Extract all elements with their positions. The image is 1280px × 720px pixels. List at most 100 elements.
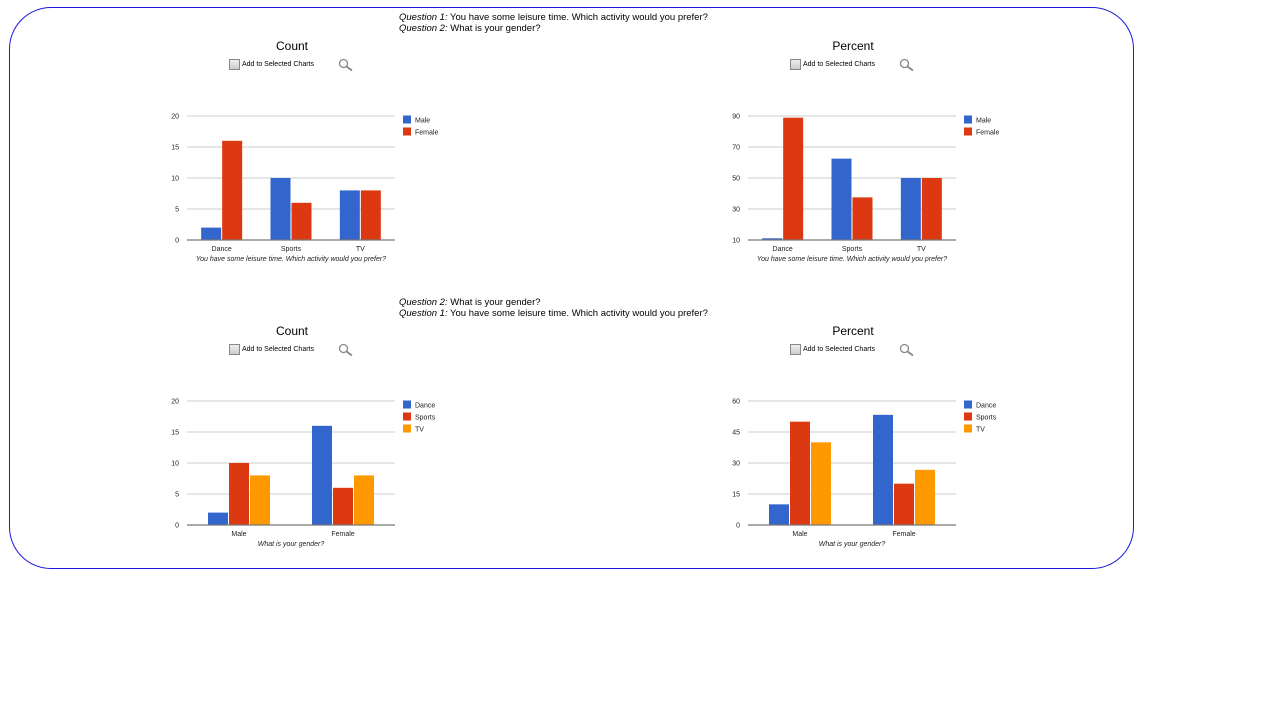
bar-chart: 0 5 10 15 20 Dance Sports TV You have some leisu…	[171, 114, 438, 264]
x-tick-label: Dance	[773, 246, 793, 253]
y-tick-label: 70	[732, 145, 740, 152]
y-tick-label: 5	[175, 207, 179, 214]
legend-swatch	[964, 424, 972, 433]
bar-female-sports[interactable]	[291, 202, 312, 240]
x-tick-label: Female	[892, 531, 915, 538]
bar-tv-male[interactable]	[811, 442, 831, 525]
legend-label: Male	[415, 118, 430, 125]
bar-chart: 0 5 10 15 20 Male Female What is your gender? Da…	[171, 399, 436, 549]
x-tick-label: Female	[331, 531, 354, 538]
y-tick-label: 5	[175, 492, 179, 499]
chart-title: Count	[275, 324, 309, 338]
magnifier-icon[interactable]	[899, 58, 915, 72]
add-to-selected-checkbox[interactable]	[229, 59, 240, 70]
bar-tv-female[interactable]	[354, 475, 374, 525]
x-tick-label: Male	[231, 531, 246, 538]
bar-sports-female[interactable]	[894, 483, 914, 525]
add-to-selected-charts[interactable]: Add to Selected Charts	[790, 344, 875, 355]
question-text: What is your gender?	[447, 23, 541, 34]
y-tick-label: 60	[732, 399, 740, 406]
legend-label: Female	[976, 130, 999, 137]
legend-label: Male	[976, 118, 991, 125]
legend-label: Sports	[415, 415, 436, 422]
add-to-selected-checkbox[interactable]	[229, 344, 240, 355]
legend-swatch	[964, 400, 972, 409]
bar-male-sports[interactable]	[270, 178, 291, 240]
y-tick-label: 10	[171, 176, 179, 183]
legend-item-tv[interactable]: TV	[403, 424, 424, 434]
x-tick-label: Sports	[281, 246, 302, 253]
bar-dance-female[interactable]	[312, 425, 332, 525]
bar-male-dance[interactable]	[201, 227, 222, 240]
legend-label: Sports	[976, 415, 997, 422]
y-tick-label: 10	[171, 461, 179, 468]
legend-item-male[interactable]: Male	[964, 115, 991, 125]
add-to-selected-charts[interactable]: Add to Selected Charts	[229, 59, 314, 70]
legend-item-dance[interactable]: Dance	[403, 400, 435, 410]
x-axis-title: You have some leisure time. Which activi…	[195, 256, 387, 263]
bar-male-tv[interactable]	[339, 190, 360, 240]
y-tick-label: 15	[732, 492, 740, 499]
legend-swatch	[403, 400, 411, 409]
bar-sports-female[interactable]	[333, 487, 353, 525]
bar-male-dance[interactable]	[762, 238, 783, 240]
y-tick-label: 15	[171, 430, 179, 437]
question-label: Question 2:	[399, 23, 448, 34]
bar-female-sports[interactable]	[852, 197, 873, 240]
legend-swatch	[964, 127, 972, 136]
x-axis-title: You have some leisure time. Which activi…	[756, 256, 948, 263]
y-tick-label: 0	[736, 523, 740, 530]
legend-item-sports[interactable]: Sports	[964, 412, 997, 422]
bar-female-tv[interactable]	[921, 178, 942, 240]
question-text: What is your gender?	[447, 297, 541, 308]
question-header-1: Question 1: You have some leisure time. …	[399, 12, 708, 34]
bar-female-dance[interactable]	[783, 117, 804, 240]
chart-panel-percent-2: Percent Add to Selected Charts 0 15 30 45 60 Ma…	[721, 321, 1021, 571]
bar-female-dance[interactable]	[222, 140, 243, 240]
add-to-selected-label: Add to Selected Charts	[803, 346, 875, 353]
legend-item-dance[interactable]: Dance	[964, 400, 996, 410]
x-axis-title: What is your gender?	[818, 541, 886, 548]
legend-item-sports[interactable]: Sports	[403, 412, 436, 422]
legend-label: Dance	[976, 403, 996, 410]
legend-item-tv[interactable]: TV	[964, 424, 985, 434]
bar-dance-male[interactable]	[208, 512, 228, 525]
magnifier-icon[interactable]	[338, 343, 354, 357]
legend-label: TV	[976, 427, 985, 434]
legend-swatch	[403, 127, 411, 136]
y-tick-label: 45	[732, 430, 740, 437]
magnifier-icon[interactable]	[899, 343, 915, 357]
bar-chart: 10 30 50 70 90 Dance Sports TV You have some lei…	[732, 114, 999, 264]
question-label: Question 2:	[399, 297, 448, 308]
y-tick-label: 0	[175, 523, 179, 530]
y-tick-label: 30	[732, 207, 740, 214]
legend-label: TV	[415, 427, 424, 434]
legend-item-female[interactable]: Female	[964, 127, 999, 137]
results-frame	[9, 7, 1134, 569]
x-axis-title: What is your gender?	[257, 541, 325, 548]
bar-dance-male[interactable]	[769, 504, 789, 525]
add-to-selected-checkbox[interactable]	[790, 344, 801, 355]
chart-title: Count	[275, 39, 309, 53]
y-tick-label: 0	[175, 238, 179, 245]
legend-item-female[interactable]: Female	[403, 127, 438, 137]
bar-male-tv[interactable]	[900, 178, 921, 240]
add-to-selected-charts[interactable]: Add to Selected Charts	[229, 344, 314, 355]
legend-item-male[interactable]: Male	[403, 115, 430, 125]
bar-male-sports[interactable]	[831, 158, 852, 240]
bar-sports-male[interactable]	[229, 463, 249, 525]
add-to-selected-charts[interactable]: Add to Selected Charts	[790, 59, 875, 70]
question-label: Question 1:	[399, 12, 448, 23]
y-tick-label: 10	[732, 238, 740, 245]
bar-dance-female[interactable]	[873, 414, 893, 525]
question-header-2: Question 2: What is your gender? Questio…	[399, 297, 708, 319]
bar-tv-male[interactable]	[250, 475, 270, 525]
bar-female-tv[interactable]	[360, 190, 381, 240]
chart-panel-count-1: Count Add to Selected Charts 0 5 10 15 20 Dance…	[160, 36, 460, 286]
magnifier-icon[interactable]	[338, 58, 354, 72]
add-to-selected-checkbox[interactable]	[790, 59, 801, 70]
add-to-selected-label: Add to Selected Charts	[242, 61, 314, 68]
bar-sports-male[interactable]	[790, 421, 810, 525]
bar-tv-female[interactable]	[915, 469, 935, 525]
bar-chart: 0 15 30 45 60 Male Female What is your gender? D…	[732, 399, 997, 549]
